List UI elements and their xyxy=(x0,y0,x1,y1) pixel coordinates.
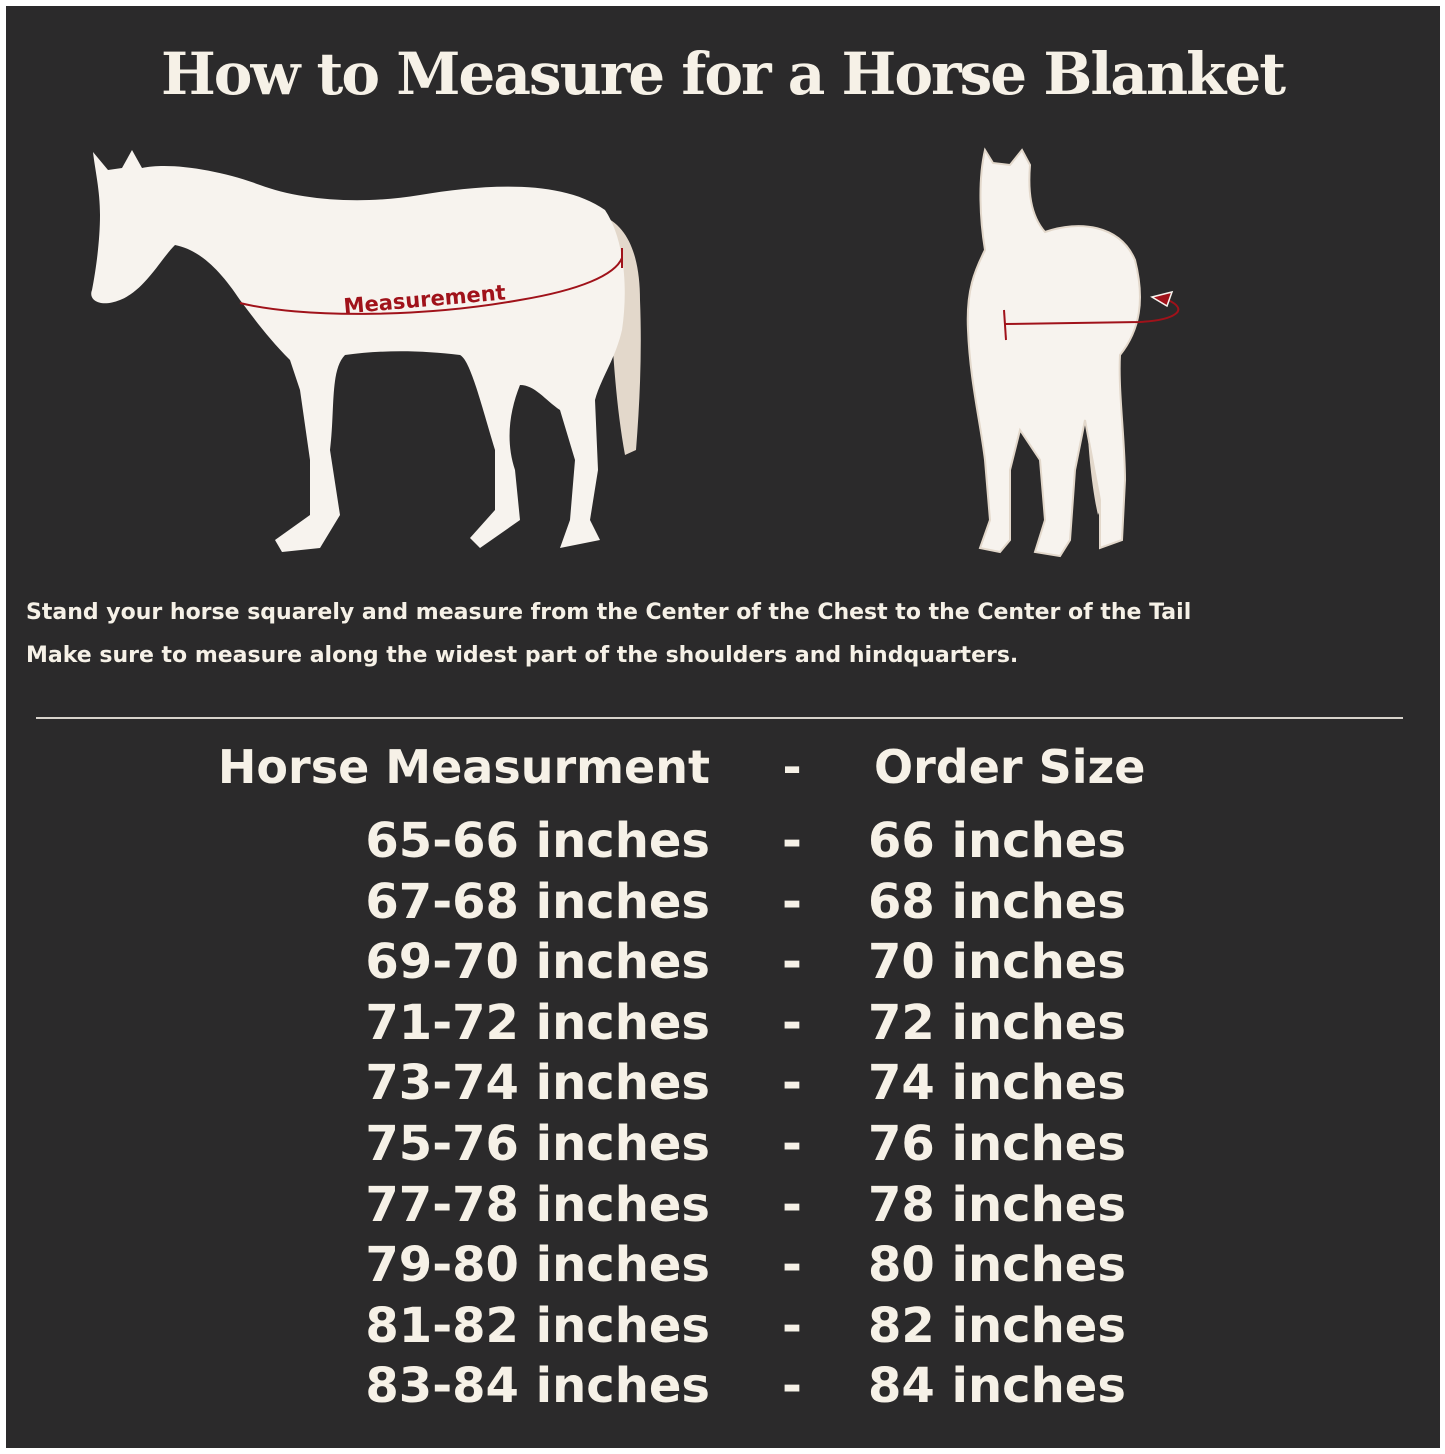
table-header: Horse Measurment - Order Size xyxy=(0,740,1445,800)
separator-cell: - xyxy=(782,1358,802,1415)
separator-cell: - xyxy=(782,934,802,991)
order-size-cell: 66 inches xyxy=(868,813,1126,869)
separator-cell: - xyxy=(782,1116,802,1172)
order-size-cell: 74 inches xyxy=(868,1055,1126,1112)
horse-measurement-cell: 69-70 inches xyxy=(365,934,710,991)
order-size-cell: 72 inches xyxy=(868,994,1126,1051)
side-measurement-line xyxy=(239,257,623,315)
header-separator: - xyxy=(782,740,802,794)
order-size-cell: 80 inches xyxy=(868,1237,1126,1294)
order-size-cell: 76 inches xyxy=(868,1116,1126,1172)
separator-cell: - xyxy=(782,1055,802,1112)
table-row: 73-74 inches - 74 inches xyxy=(0,1055,1445,1115)
front-measurement-line xyxy=(1004,299,1180,325)
separator-cell: - xyxy=(782,873,802,930)
table-row: 69-70 inches - 70 inches xyxy=(0,934,1445,994)
separator-cell: - xyxy=(782,994,802,1051)
front-horse-body xyxy=(966,147,1141,558)
front-measurement-arrow-icon xyxy=(1150,290,1174,308)
table-row: 71-72 inches - 72 inches xyxy=(0,995,1445,1055)
header-horse-measurement: Horse Measurment xyxy=(217,740,710,794)
separator-cell: - xyxy=(782,1237,802,1294)
side-view-horse-illustration: Measurement xyxy=(91,147,1180,558)
instruction-line-2: Make sure to measure along the widest pa… xyxy=(26,643,1019,668)
instruction-line-1: Stand your horse squarely and measure fr… xyxy=(26,600,1192,625)
table-row: 77-78 inches - 78 inches xyxy=(0,1177,1445,1237)
order-size-cell: 68 inches xyxy=(868,873,1126,930)
order-size-cell: 70 inches xyxy=(868,934,1126,991)
table-row: 81-82 inches - 82 inches xyxy=(0,1298,1445,1358)
separator-cell: - xyxy=(782,1297,802,1354)
order-size-cell: 84 inches xyxy=(868,1358,1126,1415)
horse-measurement-cell: 73-74 inches xyxy=(365,1055,710,1112)
separator-cell: - xyxy=(782,1176,802,1233)
order-size-cell: 82 inches xyxy=(868,1297,1126,1354)
horse-measurement-cell: 75-76 inches xyxy=(365,1116,710,1172)
page-title: How to Measure for a Horse Blanket xyxy=(160,40,1286,108)
table-row: 83-84 inches - 84 inches xyxy=(0,1358,1445,1418)
horse-measurement-cell: 77-78 inches xyxy=(365,1176,710,1233)
front-measurement-start-mark xyxy=(1003,309,1007,341)
separator-cell: - xyxy=(782,813,802,869)
table-row: 65-66 inches - 66 inches xyxy=(0,813,1445,873)
horse-measurement-cell: 67-68 inches xyxy=(365,873,710,930)
horse-measurement-cell: 79-80 inches xyxy=(365,1237,710,1294)
table-row: 67-68 inches - 68 inches xyxy=(0,874,1445,934)
divider xyxy=(36,717,1403,719)
header-order-size: Order Size xyxy=(874,740,1146,794)
order-size-cell: 78 inches xyxy=(868,1176,1126,1233)
horse-measurement-cell: 71-72 inches xyxy=(365,994,710,1051)
horse-measurement-cell: 65-66 inches xyxy=(365,813,710,869)
table-row: 75-76 inches - 76 inches xyxy=(0,1116,1445,1176)
horse-measurement-cell: 83-84 inches xyxy=(365,1358,710,1415)
side-horse-body xyxy=(91,150,625,552)
horse-measurement-cell: 81-82 inches xyxy=(365,1297,710,1354)
table-row: 79-80 inches - 80 inches xyxy=(0,1237,1445,1297)
